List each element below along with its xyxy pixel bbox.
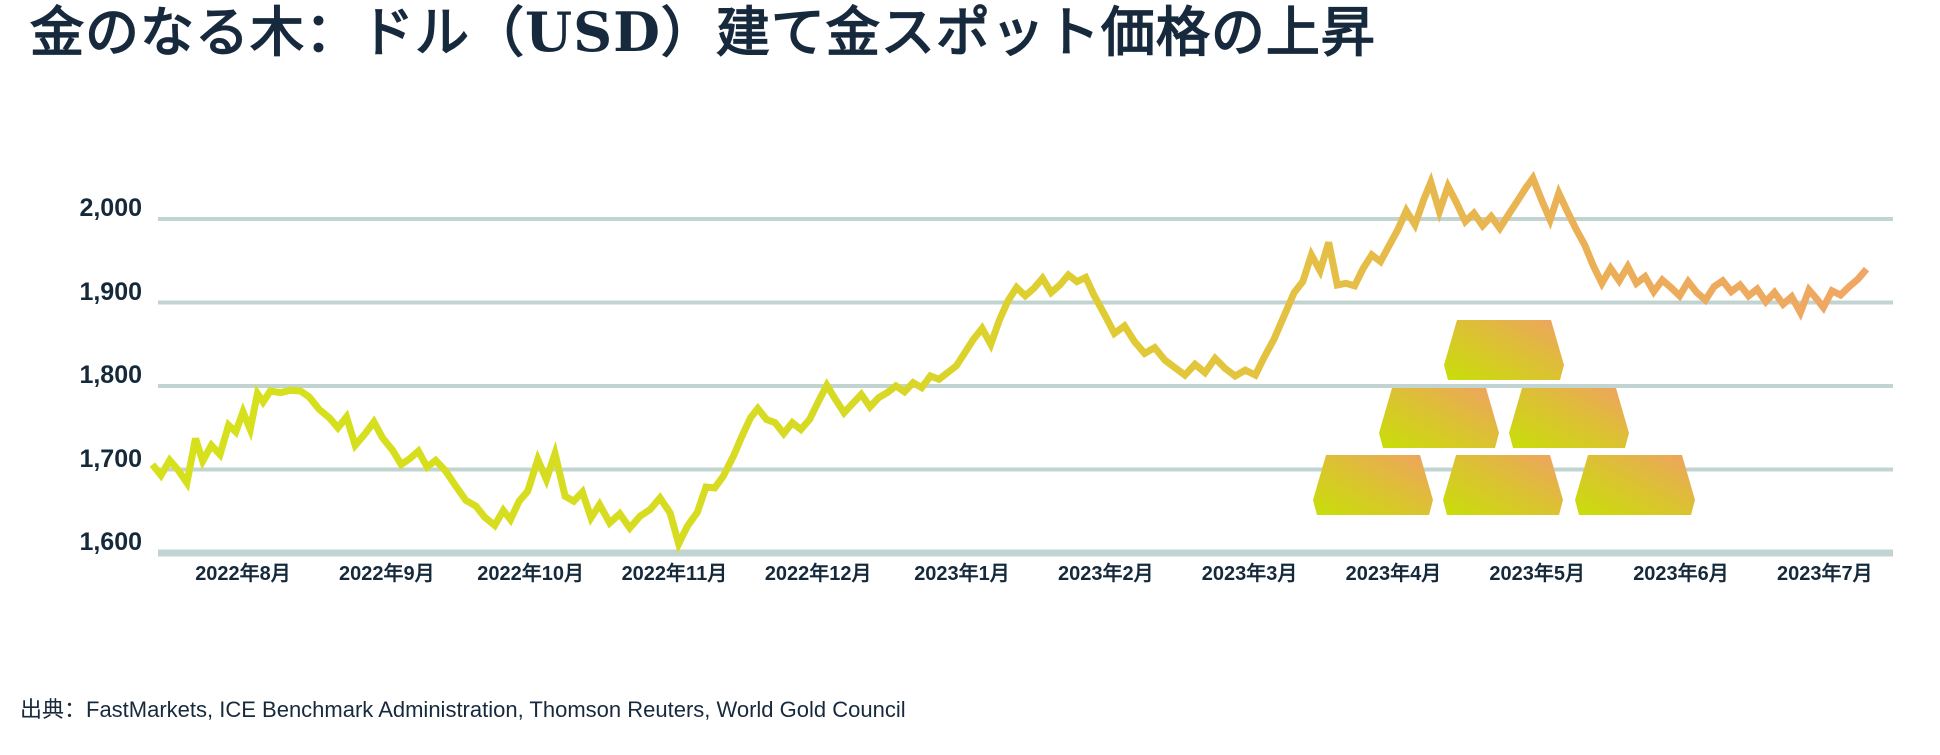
gold-price-line: [149, 170, 1870, 554]
gold-ingot-icon: [1575, 455, 1695, 515]
y-axis-label-1900: 1,900: [79, 277, 142, 306]
y-axis-label-2000: 2,000: [79, 194, 142, 222]
gold-price-series: [149, 170, 1870, 554]
x-axis-label-5: 2023年1月: [914, 563, 1010, 585]
x-axis-label-8: 2023年4月: [1345, 563, 1442, 585]
gold-ingot-icon: [1509, 388, 1629, 448]
gold-ingot-icon: [1313, 455, 1433, 515]
gold-price-chart: [149, 170, 1893, 557]
x-axis-label-2: 2022年10月: [477, 563, 584, 585]
x-axis-label-9: 2023年5月: [1489, 563, 1585, 585]
x-axis-label-10: 2023年6月: [1633, 563, 1729, 585]
gold-ingot-icon: [1444, 320, 1564, 380]
x-axis-label-6: 2023年2月: [1057, 563, 1154, 585]
y-axis-label-1800: 1,800: [79, 361, 142, 389]
x-axis-label-1: 2022年9月: [338, 563, 435, 585]
x-axis-label-11: 2023年7月: [1776, 563, 1873, 585]
x-axis-label-3: 2022年11月: [621, 563, 728, 585]
source-attribution: 出典：FastMarkets, ICE Benchmark Administra…: [20, 697, 906, 722]
x-axis-label-0: 2022年8月: [195, 563, 291, 585]
gold-ingot-icon: [1443, 455, 1563, 515]
y-axis-label-1600: 1,600: [79, 528, 142, 556]
page-title: 金のなる木：ドル（USD）建て金スポット価格の上昇: [30, 0, 1376, 64]
x-axis-label-4: 2022年12月: [764, 563, 872, 585]
gold-ingot-icon: [1379, 388, 1499, 448]
x-axis-label-7: 2023年3月: [1201, 563, 1298, 585]
y-axis-label-1700: 1,700: [79, 444, 142, 473]
gold-ingot-pyramid-icon: [1313, 320, 1695, 515]
